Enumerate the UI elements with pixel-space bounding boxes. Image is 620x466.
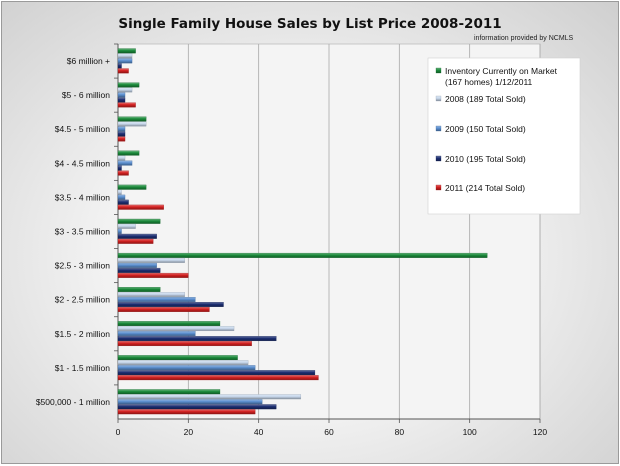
legend-label: 2011 (214 Total Sold)	[445, 183, 525, 193]
x-tick-label: 60	[324, 427, 334, 437]
category-label: $1 - 1.5 million	[55, 363, 111, 373]
legend-swatch	[435, 95, 442, 102]
legend-swatch	[435, 125, 442, 132]
x-tick-label: 0	[116, 427, 121, 437]
bar	[117, 326, 235, 332]
x-tick-label: 20	[184, 427, 194, 437]
bar	[117, 63, 122, 69]
bar	[117, 136, 126, 142]
x-tick-label: 80	[395, 427, 405, 437]
category-label: $4 - 4.5 million	[55, 158, 111, 168]
bar	[117, 399, 263, 405]
bar	[117, 297, 196, 302]
bar	[117, 389, 221, 395]
bar	[117, 82, 140, 88]
bar	[117, 223, 136, 229]
bar	[117, 238, 154, 244]
bar	[117, 204, 164, 210]
bar	[117, 336, 277, 342]
bar	[117, 272, 189, 278]
bar	[117, 267, 161, 273]
category-label: $1.5 - 2 million	[55, 329, 111, 339]
bar	[117, 360, 249, 366]
bar	[117, 116, 147, 122]
x-tick-label: 120	[533, 427, 547, 437]
bar	[117, 287, 161, 292]
category-label: $3.5 - 4 million	[55, 192, 111, 202]
bar	[117, 292, 185, 297]
bar	[117, 307, 210, 312]
legend-label: Inventory Currently on Market	[445, 66, 558, 76]
bar	[117, 228, 122, 234]
bar	[117, 155, 126, 161]
bar	[117, 131, 126, 137]
bar	[117, 370, 316, 376]
bar	[117, 233, 157, 239]
bar	[117, 262, 157, 268]
bar	[117, 199, 129, 205]
legend-label: 2009 (150 Total Sold)	[445, 124, 526, 134]
category-label: $3 - 3.5 million	[55, 227, 111, 237]
bar	[117, 121, 147, 127]
legend-swatch	[435, 67, 442, 74]
bar	[117, 165, 122, 171]
bar	[117, 194, 126, 200]
legend	[427, 57, 581, 215]
bar	[117, 375, 319, 381]
x-tick-label: 40	[254, 427, 264, 437]
bar	[117, 355, 238, 361]
category-label: $4.5 - 5 million	[55, 124, 111, 134]
bar	[117, 331, 196, 337]
bar	[117, 92, 126, 98]
bar	[117, 68, 129, 74]
bar	[117, 48, 136, 54]
bar	[117, 87, 133, 93]
bar	[117, 170, 129, 176]
bar	[117, 394, 302, 400]
chart-title: Single Family House Sales by List Price …	[118, 16, 502, 32]
bar	[117, 365, 256, 371]
legend-label: 2008 (189 Total Sold)	[445, 94, 526, 104]
x-tick-label: 100	[463, 427, 477, 437]
bar	[117, 302, 224, 307]
bar	[117, 58, 133, 64]
bar	[117, 150, 140, 156]
legend-swatch	[435, 184, 442, 191]
bar	[117, 321, 221, 327]
bar	[117, 409, 256, 415]
category-label: $6 million +	[67, 56, 110, 66]
bar	[117, 184, 147, 190]
category-label: $500,000 - 1 million	[36, 397, 110, 407]
bar	[117, 341, 252, 347]
bar	[117, 218, 161, 224]
bar	[117, 126, 126, 132]
bar	[117, 189, 122, 195]
category-label: $2.5 - 3 million	[55, 261, 111, 271]
category-label: $2 - 2.5 million	[55, 295, 111, 305]
legend-swatch	[435, 155, 442, 162]
category-label: $5 - 6 million	[62, 90, 110, 100]
legend-label: 2010 (195 Total Sold)	[445, 154, 526, 164]
bar	[117, 160, 133, 166]
bar	[117, 53, 133, 59]
legend-label: (167 homes) 1/12/2011	[445, 77, 533, 87]
bar	[117, 404, 277, 410]
bar	[117, 252, 488, 258]
chart-subtitle: information provided by NCMLS	[474, 35, 574, 42]
bar	[117, 257, 185, 263]
bar	[117, 97, 126, 103]
bar	[117, 102, 136, 108]
